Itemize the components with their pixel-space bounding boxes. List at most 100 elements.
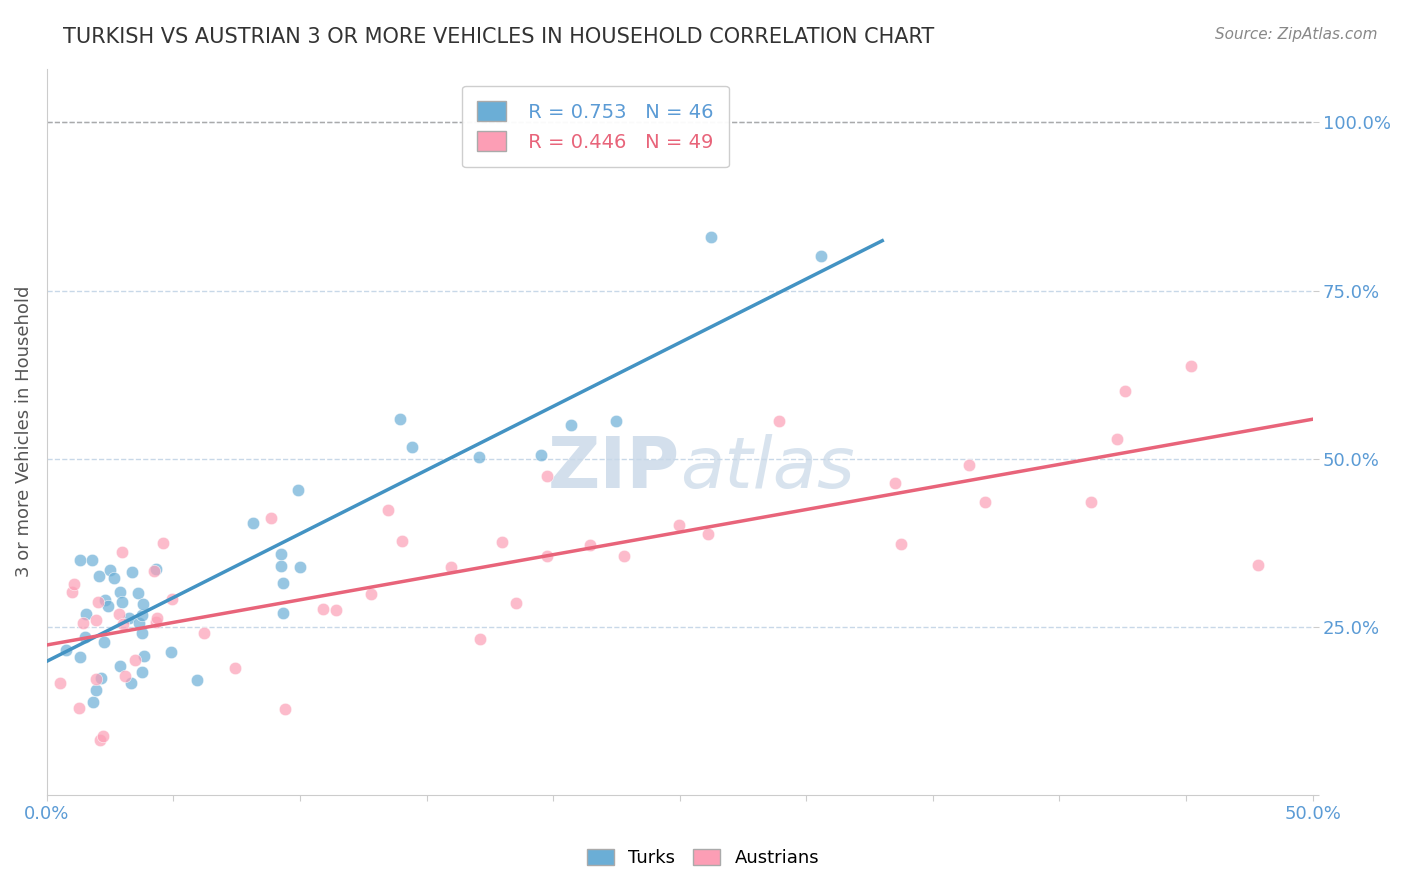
Point [84,672,107,686]
Point [186,673,208,687]
Point [90,671,112,685]
Point [63,577,86,591]
Point [270,548,292,562]
Point [131,597,153,611]
Point [401,440,423,454]
Point [360,587,382,601]
Point [491,535,513,549]
Point [271,606,294,620]
Point [108,659,131,673]
Point [111,595,134,609]
Point [103,571,125,585]
Point [93,635,115,649]
Point [131,626,153,640]
Point [131,665,153,679]
Point [312,601,335,615]
Point [114,668,136,682]
Point [1105,432,1128,446]
Point [260,511,283,525]
Point [391,534,413,549]
Point [111,545,134,559]
Point [505,597,527,611]
Point [957,458,980,472]
Point [87,594,110,608]
Point [69,552,91,566]
Point [118,610,141,624]
Point [120,675,142,690]
Point [145,615,167,629]
Point [884,475,907,490]
Point [536,468,558,483]
Point [889,537,911,551]
Point [82,552,104,566]
Point [89,733,111,747]
Point [98,563,121,577]
Point [810,249,832,263]
Point [160,592,183,607]
Point [287,483,309,497]
Point [605,414,627,428]
Point [1114,384,1136,399]
Point [75,630,97,644]
Point [1246,558,1268,572]
Text: ZIP: ZIP [547,434,679,502]
Point [84,613,107,627]
Point [131,608,153,623]
Point [325,602,347,616]
Point [560,417,582,432]
Point [121,565,143,579]
Point [128,616,150,631]
Point [111,617,134,632]
Point [60,585,83,599]
Point [93,729,115,743]
Point [97,599,120,613]
Point [193,626,215,640]
Point [1080,494,1102,508]
Point [768,414,790,428]
Point [1180,359,1202,373]
Point [388,412,411,426]
Point [700,229,723,244]
Point [974,495,997,509]
Point [49,676,72,690]
Legend:  R = 0.753   N = 46,  R = 0.446   N = 49: R = 0.753 N = 46, R = 0.446 N = 49 [461,86,728,168]
Text: atlas: atlas [679,434,855,502]
Point [143,564,166,578]
Y-axis label: 3 or more Vehicles in Household: 3 or more Vehicles in Household [15,286,32,577]
Point [579,539,602,553]
Point [108,607,131,621]
Text: TURKISH VS AUSTRIAN 3 OR MORE VEHICLES IN HOUSEHOLD CORRELATION CHART: TURKISH VS AUSTRIAN 3 OR MORE VEHICLES I… [63,27,935,46]
Point [224,661,246,675]
Point [86,682,108,697]
Point [67,701,90,715]
Point [242,516,264,530]
Point [87,569,110,583]
Point [55,643,77,657]
Point [530,448,553,462]
Point [72,615,94,630]
Point [75,607,97,621]
Point [127,586,149,600]
Point [82,695,104,709]
Point [160,645,183,659]
Point [270,558,292,573]
Point [273,702,295,716]
Point [468,450,491,464]
Point [377,503,399,517]
Point [536,549,558,563]
Point [69,650,91,665]
Point [94,593,117,607]
Point [613,549,636,564]
Point [290,560,312,574]
Text: Source: ZipAtlas.com: Source: ZipAtlas.com [1215,27,1378,42]
Point [440,560,463,574]
Point [124,653,146,667]
Point [697,527,720,541]
Legend: Turks, Austrians: Turks, Austrians [579,841,827,874]
Point [145,562,167,576]
Point [668,517,690,532]
Point [146,611,169,625]
Point [468,632,491,647]
Point [271,575,294,590]
Point [108,585,131,599]
